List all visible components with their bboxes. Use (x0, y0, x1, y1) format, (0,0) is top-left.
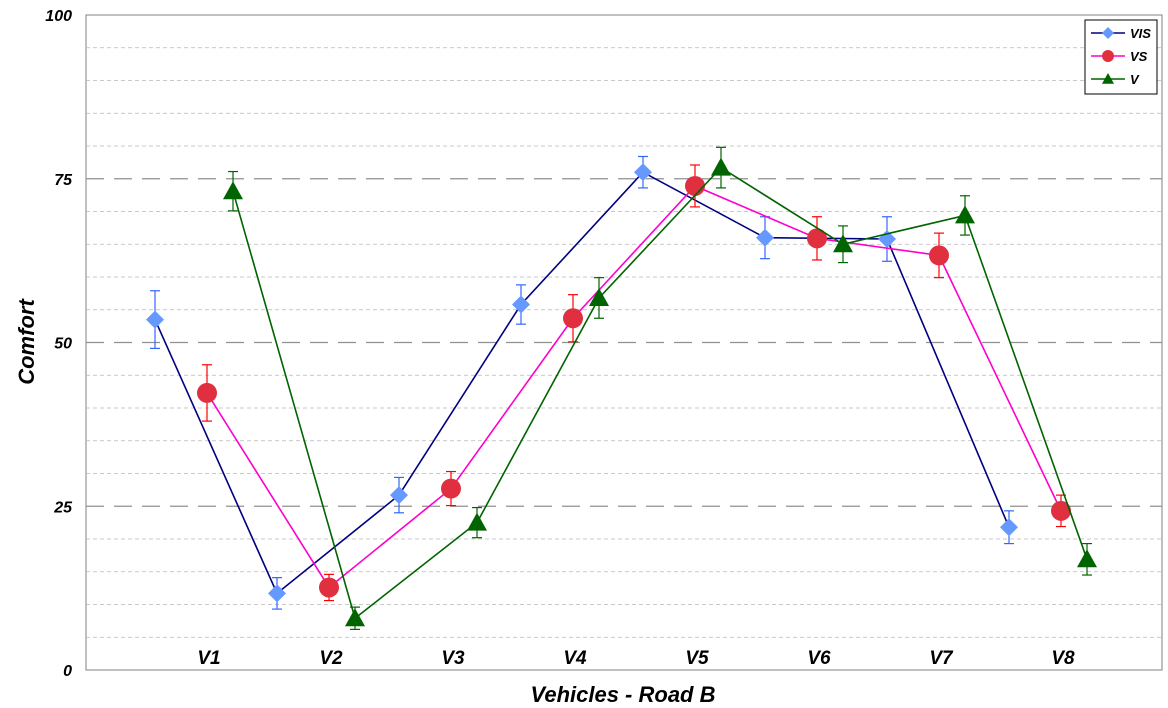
x-tick-label: V3 (441, 648, 465, 669)
data-point (467, 512, 487, 531)
data-point (589, 287, 609, 306)
data-point (197, 382, 217, 403)
data-point (711, 157, 731, 176)
data-point (223, 181, 243, 200)
data-point (807, 228, 827, 249)
data-point (756, 228, 774, 247)
y-tick-label: 25 (53, 499, 73, 516)
data-point (441, 478, 461, 499)
series-layer (146, 146, 1097, 630)
data-point (1077, 549, 1097, 568)
data-point (685, 175, 705, 196)
y-tick-label: 100 (45, 8, 72, 25)
y-tick-label: 0 (63, 663, 72, 680)
data-point (563, 308, 583, 329)
y-tick-label: 75 (54, 172, 73, 189)
legend: VIS VS V (1084, 19, 1158, 95)
gridlines (86, 47, 1162, 638)
data-point (1000, 518, 1018, 537)
y-axis-ticks: 0 25 50 75 100 (45, 8, 73, 680)
series-line (232, 166, 1088, 620)
data-point (929, 245, 949, 266)
x-axis-ticks: V1 V2 V3 V4 V5 V6 V7 V8 (197, 648, 1075, 669)
data-point (1102, 50, 1114, 62)
data-point (634, 163, 652, 182)
legend-item-v: V (1091, 72, 1140, 87)
data-point (390, 486, 408, 505)
series-v (223, 146, 1097, 630)
data-point (319, 577, 339, 598)
y-axis-title: Comfort (14, 298, 39, 385)
series-vs (197, 164, 1071, 602)
x-tick-label: V2 (319, 648, 343, 669)
data-point (1051, 500, 1071, 521)
data-point (1102, 27, 1114, 39)
legend-label: VS (1130, 49, 1148, 64)
x-tick-label: V7 (929, 648, 954, 669)
data-point (268, 584, 286, 603)
data-point (1102, 73, 1114, 84)
series-line (206, 184, 1062, 589)
data-point (512, 295, 530, 314)
data-point (146, 310, 164, 329)
x-tick-label: V1 (197, 648, 220, 669)
legend-label: VIS (1130, 26, 1151, 41)
x-tick-label: V6 (807, 648, 831, 669)
data-point (833, 234, 853, 253)
legend-item-vis: VIS (1091, 26, 1151, 41)
y-tick-label: 50 (54, 336, 72, 353)
x-tick-label: V8 (1051, 648, 1075, 669)
legend-item-vs: VS (1091, 49, 1148, 64)
x-tick-label: V5 (685, 648, 709, 669)
x-tick-label: V4 (563, 648, 587, 669)
legend-label: V (1130, 72, 1140, 87)
data-point (345, 608, 365, 627)
x-axis-title: Vehicles - Road B (530, 682, 715, 707)
data-point (955, 205, 975, 224)
